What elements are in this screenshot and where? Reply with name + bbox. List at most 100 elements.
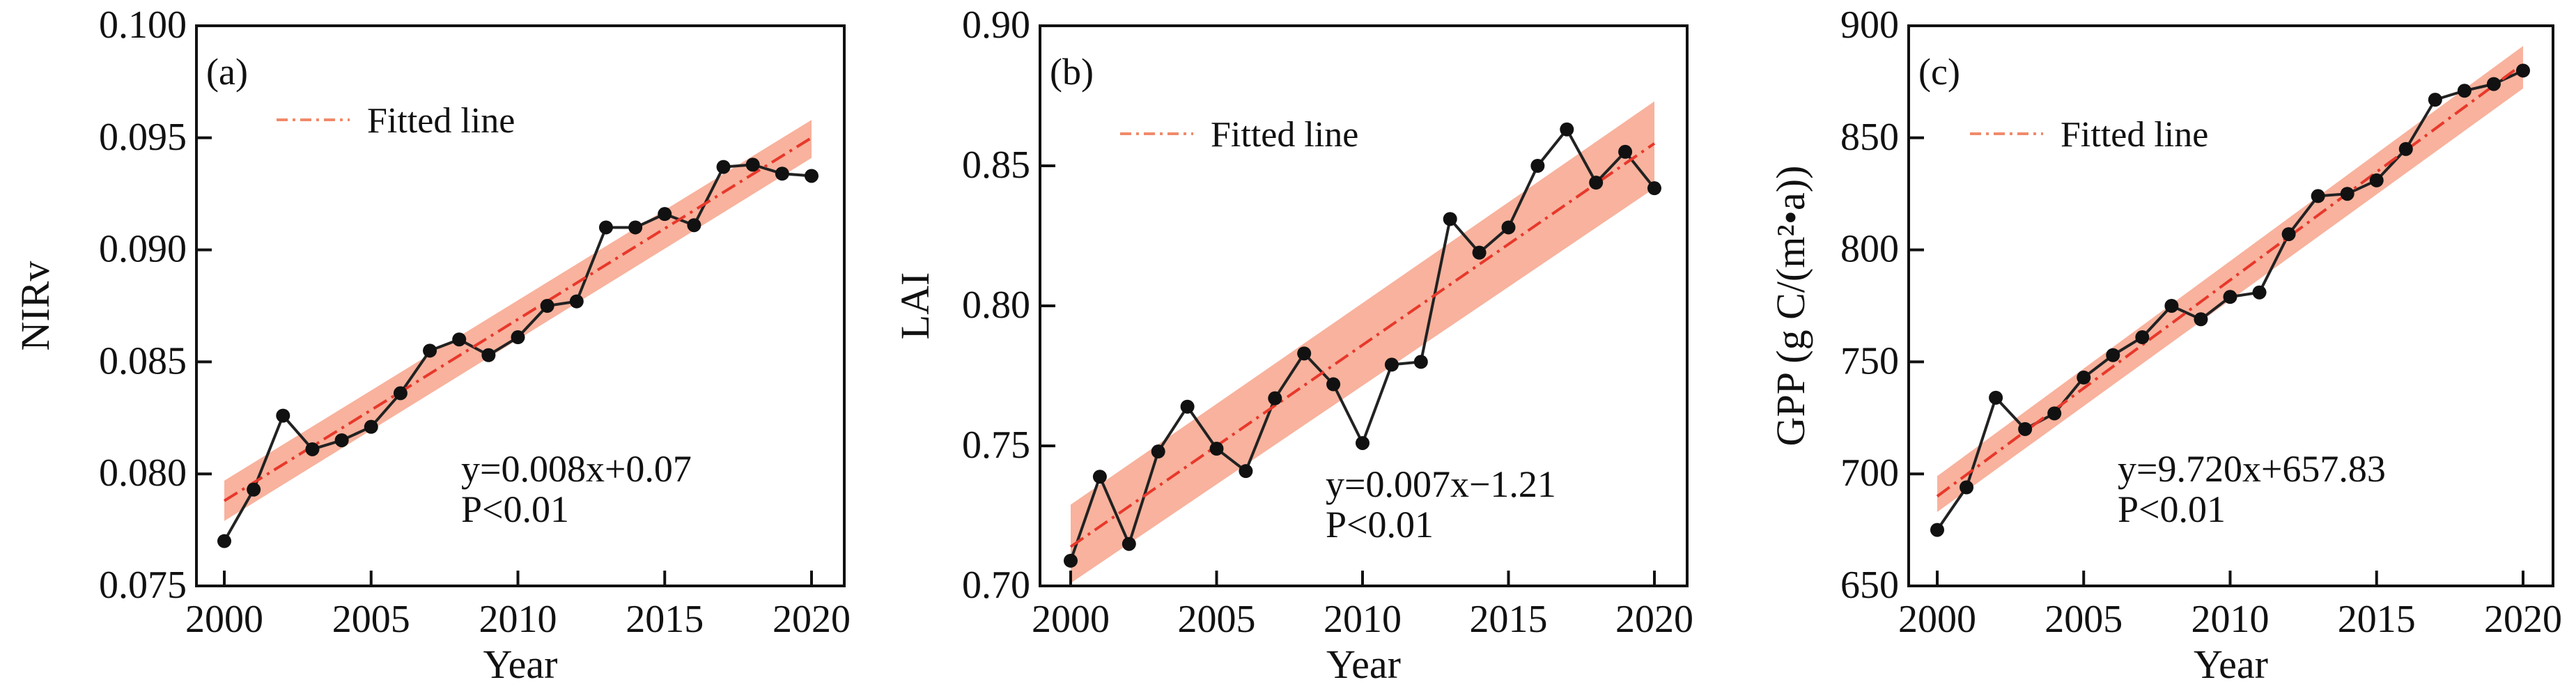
y-tick-label: 0.90 (962, 3, 1030, 47)
data-point (1268, 391, 1282, 405)
x-tick-label: 2000 (185, 598, 263, 641)
data-point (805, 169, 818, 183)
y-tick-label: 0.100 (99, 3, 187, 47)
data-point (1443, 212, 1457, 226)
data-point (1989, 390, 2003, 405)
y-tick-label: 0.80 (962, 284, 1030, 327)
data-point (687, 218, 701, 233)
y-tick-label: 0.090 (99, 228, 187, 271)
data-point (716, 160, 731, 174)
fitted-line (1936, 63, 2524, 497)
y-tick-label: 0.70 (962, 564, 1030, 607)
data-point (481, 348, 496, 362)
panel-label: (b) (1050, 51, 1094, 93)
data-point (452, 332, 467, 347)
y-tick-label: 700 (1840, 451, 1899, 495)
data-point (1151, 444, 1165, 459)
data-point (2018, 422, 2033, 436)
x-tick-label: 2010 (479, 598, 557, 641)
p-value: P<0.01 (1326, 504, 1434, 546)
data-point (2077, 370, 2091, 385)
data-point (1326, 377, 1341, 392)
data-point (2340, 187, 2354, 201)
fitted-line (1069, 142, 1656, 548)
y-tick-label: 900 (1840, 3, 1899, 47)
x-tick-label: 2015 (1470, 598, 1548, 641)
data-point (1472, 245, 1487, 260)
x-tick-label: 2000 (1032, 598, 1110, 641)
data-point (1092, 470, 1107, 484)
data-point (1180, 399, 1195, 414)
data-point (1239, 464, 1253, 479)
data-point (1530, 159, 1545, 173)
x-axis-label: Year (1326, 642, 1401, 687)
data-point (2428, 93, 2442, 107)
x-tick-label: 2010 (2191, 598, 2269, 641)
y-axis-label: GPP (g C/(m²•a)) (1768, 166, 1813, 447)
data-point (1356, 435, 1370, 450)
y-axis-label: NIRv (13, 261, 58, 351)
plot-frame (195, 24, 846, 587)
x-tick-label: 2020 (2484, 598, 2562, 641)
data-point (775, 167, 789, 181)
panel-label: (a) (206, 51, 248, 93)
y-tick-label: 0.080 (99, 451, 187, 495)
data-point (2164, 299, 2179, 313)
data-point (2135, 330, 2150, 345)
p-value: P<0.01 (461, 488, 569, 530)
data-point (305, 442, 320, 456)
data-point (2194, 312, 2208, 327)
data-point (2457, 84, 2472, 98)
data-point (658, 207, 672, 222)
data-point (1647, 181, 1661, 196)
data-point (1384, 357, 1399, 372)
y-tick-label: 0.095 (99, 116, 187, 159)
data-point (1297, 346, 1312, 361)
data-point (1064, 553, 1078, 568)
data-point (569, 294, 584, 309)
y-tick-label: 0.85 (962, 144, 1030, 187)
data-point (2281, 227, 2296, 242)
data-point (1413, 355, 1428, 369)
panel-a: 2000 2005 2010 2015 2020 0.075 0.080 0.085 0.090… (13, 3, 851, 687)
data-point (2106, 348, 2120, 362)
x-tick-label: 2020 (773, 598, 851, 641)
data-point (2223, 290, 2237, 304)
data-point (364, 419, 378, 434)
data-point (276, 408, 290, 423)
data-point (1560, 122, 1574, 137)
data-point (1618, 144, 1633, 159)
x-tick-label: 2010 (1324, 598, 1402, 641)
legend-label: Fitted line (367, 101, 515, 141)
p-value: P<0.01 (2118, 488, 2226, 530)
regression-equation: y=0.007x−1.21 (1326, 463, 1556, 505)
panel-label: (c) (1918, 51, 1960, 93)
x-axis-label: Year (483, 642, 558, 687)
data-point (540, 299, 554, 313)
x-tick-label: 2015 (626, 598, 704, 641)
legend-label: Fitted line (2061, 115, 2208, 155)
data-point (1122, 536, 1136, 551)
x-tick-label: 2000 (1898, 598, 1976, 641)
data-point (2398, 141, 2413, 156)
x-tick-label: 2020 (1615, 598, 1693, 641)
x-tick-label: 2005 (2044, 598, 2123, 641)
x-tick-label: 2005 (1178, 598, 1256, 641)
y-tick-label: 0.75 (962, 424, 1030, 467)
y-tick-label: 650 (1840, 564, 1899, 607)
data-point (423, 343, 437, 358)
data-point (2252, 285, 2267, 300)
data-point (1930, 523, 1944, 537)
data-point (598, 220, 613, 235)
panel-c: 2000 2005 2010 2015 2020 650 700 750 800 850 900 Ye… (1768, 3, 2562, 687)
y-tick-label: 750 (1840, 339, 1899, 382)
panel-b: 2000 2005 2010 2015 2020 0.70 0.75 0.80 0.85 0.90… (892, 3, 1693, 687)
y-tick-label: 0.085 (99, 339, 187, 382)
regression-equation: y=9.720x+657.83 (2118, 448, 2386, 490)
y-axis-label: LAI (892, 272, 938, 340)
y-tick-label: 800 (1840, 228, 1899, 271)
data-point (745, 157, 760, 172)
y-tick-label: 0.075 (99, 564, 187, 607)
data-point (393, 386, 408, 401)
